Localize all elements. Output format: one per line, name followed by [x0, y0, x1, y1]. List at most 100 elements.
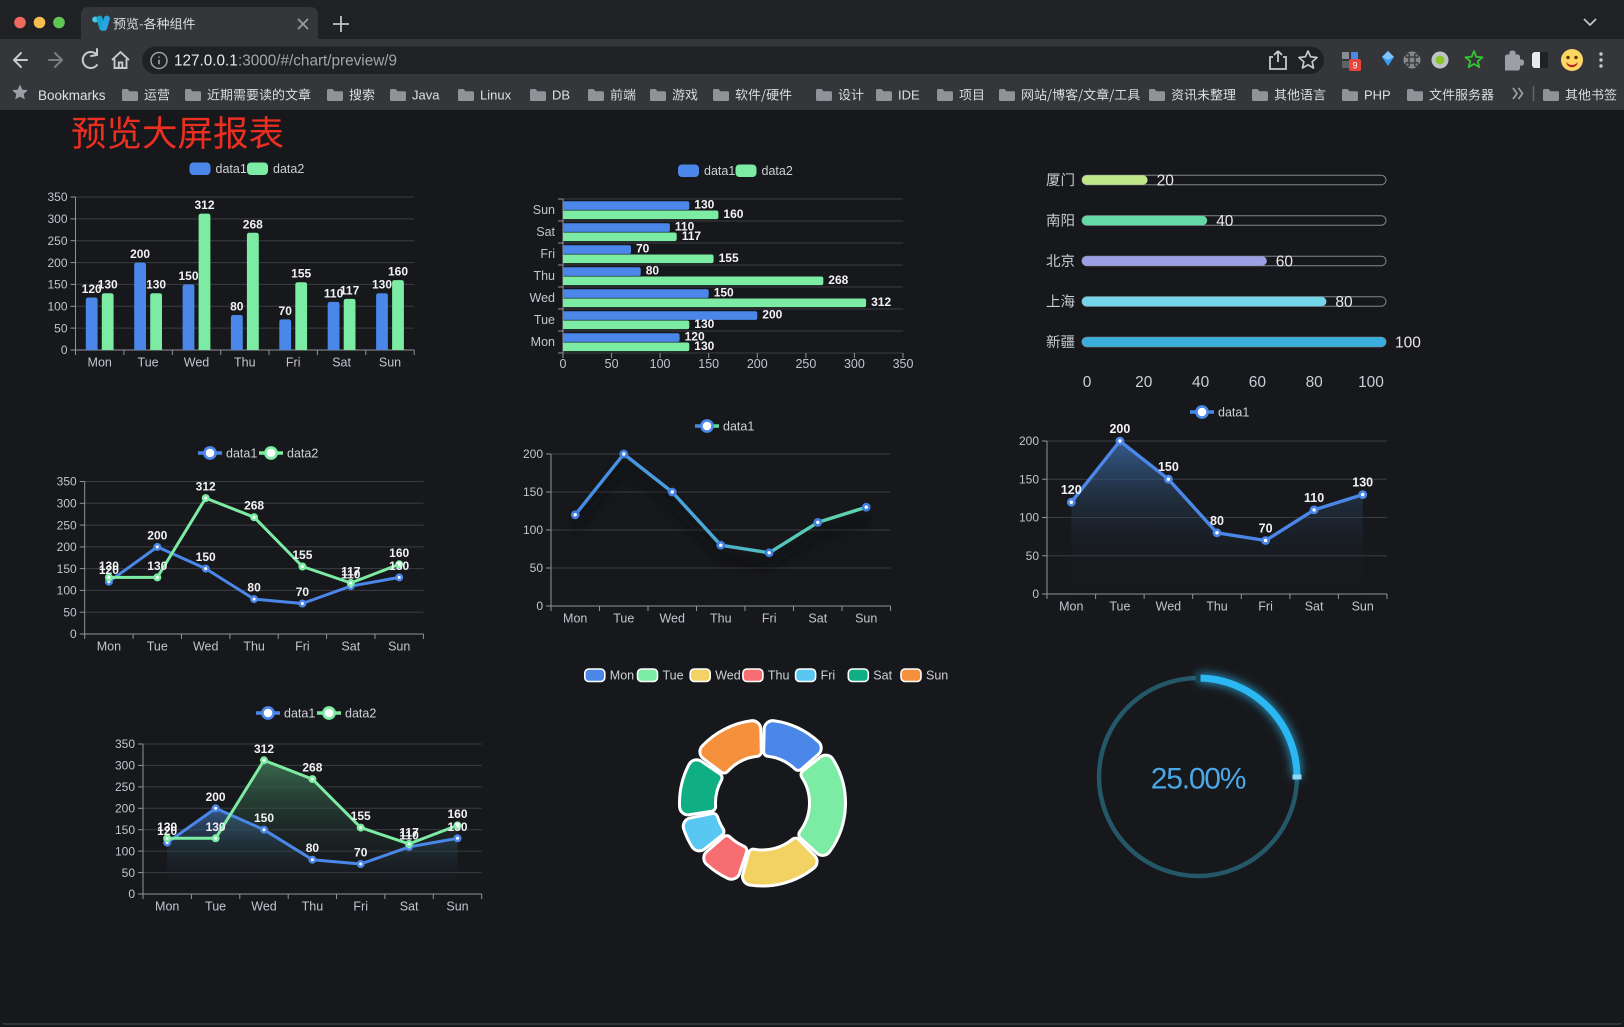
- svg-text:50: 50: [63, 605, 77, 619]
- svg-text:200: 200: [57, 540, 77, 554]
- svg-text:120: 120: [82, 282, 102, 296]
- svg-text:117: 117: [399, 825, 419, 839]
- svg-text:300: 300: [115, 759, 135, 773]
- svg-text:data1: data1: [704, 164, 735, 178]
- svg-text:100: 100: [1358, 374, 1384, 391]
- svg-text:0: 0: [536, 599, 543, 613]
- svg-text:268: 268: [243, 217, 263, 231]
- svg-text:160: 160: [447, 807, 467, 821]
- svg-text:80: 80: [1210, 514, 1224, 528]
- svg-text:70: 70: [279, 304, 293, 318]
- svg-text:130: 130: [206, 820, 226, 834]
- svg-text:Fri: Fri: [353, 900, 368, 914]
- svg-text:200: 200: [206, 790, 226, 804]
- svg-text:312: 312: [194, 198, 214, 212]
- svg-text:Sat: Sat: [536, 225, 555, 239]
- svg-text:110: 110: [324, 286, 344, 300]
- svg-text:150: 150: [178, 269, 198, 283]
- svg-text:80: 80: [306, 841, 320, 855]
- svg-text:50: 50: [1026, 549, 1040, 563]
- svg-text:Java: Java: [412, 88, 440, 103]
- svg-text:Tue: Tue: [534, 313, 555, 327]
- svg-text:150: 150: [57, 562, 77, 576]
- svg-text:0: 0: [1032, 587, 1039, 601]
- svg-text:200: 200: [147, 528, 167, 542]
- svg-text:312: 312: [254, 742, 274, 756]
- svg-text:Linux: Linux: [480, 88, 512, 103]
- svg-text:20: 20: [1157, 173, 1175, 190]
- svg-text:Bookmarks: Bookmarks: [38, 88, 106, 103]
- svg-text:350: 350: [57, 475, 77, 489]
- svg-text:120: 120: [99, 563, 119, 577]
- svg-text:Thu: Thu: [302, 900, 324, 914]
- svg-text:110: 110: [341, 568, 361, 582]
- svg-text:130: 130: [389, 559, 409, 573]
- svg-text:50: 50: [605, 357, 619, 371]
- svg-text:70: 70: [1259, 522, 1273, 536]
- svg-text:Tue: Tue: [1109, 600, 1130, 614]
- svg-text:150: 150: [47, 278, 67, 292]
- svg-text:350: 350: [47, 190, 67, 204]
- svg-text:120: 120: [1061, 483, 1082, 497]
- svg-text:Tue: Tue: [663, 668, 684, 682]
- svg-text:Sun: Sun: [388, 640, 410, 654]
- svg-text:130: 130: [98, 278, 118, 292]
- svg-text:155: 155: [291, 267, 311, 281]
- svg-text:300: 300: [47, 212, 67, 226]
- svg-text:data1: data1: [284, 706, 315, 720]
- svg-text:300: 300: [844, 357, 865, 371]
- svg-text:130: 130: [146, 278, 166, 292]
- svg-text:312: 312: [871, 295, 891, 309]
- svg-text:160: 160: [388, 265, 408, 279]
- svg-text:130: 130: [99, 559, 119, 573]
- svg-text:117: 117: [682, 229, 702, 243]
- svg-text:Thu: Thu: [768, 668, 790, 682]
- svg-text:Thu: Thu: [243, 640, 265, 654]
- svg-text:Wed: Wed: [193, 640, 219, 654]
- svg-text:Sat: Sat: [808, 612, 827, 626]
- svg-text:25.00%: 25.00%: [1151, 763, 1246, 796]
- svg-text:155: 155: [351, 809, 371, 823]
- svg-text:312: 312: [196, 480, 216, 494]
- svg-text::3000/#/chart/preview/9: :3000/#/chart/preview/9: [238, 53, 397, 70]
- svg-text:155: 155: [719, 251, 739, 265]
- svg-text:150: 150: [1019, 472, 1039, 486]
- svg-text:data2: data2: [762, 164, 793, 178]
- svg-text:120: 120: [685, 330, 705, 344]
- svg-text:127.0.0.1: 127.0.0.1: [174, 53, 238, 70]
- svg-text:130: 130: [157, 820, 177, 834]
- svg-text:data2: data2: [345, 706, 376, 720]
- svg-text:Fri: Fri: [1258, 600, 1273, 614]
- svg-text:0: 0: [61, 343, 68, 357]
- svg-text:Sat: Sat: [332, 356, 351, 370]
- svg-text:60: 60: [1249, 374, 1267, 391]
- svg-text:130: 130: [1352, 476, 1373, 490]
- svg-text:Thu: Thu: [1206, 600, 1228, 614]
- svg-text:130: 130: [147, 559, 167, 573]
- svg-text:250: 250: [47, 234, 67, 248]
- svg-text:data2: data2: [273, 162, 304, 176]
- svg-text:100: 100: [1019, 511, 1039, 525]
- svg-text:150: 150: [254, 811, 274, 825]
- svg-text:150: 150: [714, 286, 734, 300]
- svg-text:110: 110: [399, 828, 419, 842]
- svg-text:Sun: Sun: [533, 203, 555, 217]
- svg-text:200: 200: [747, 357, 768, 371]
- svg-text:Wed: Wed: [251, 900, 277, 914]
- svg-text:Mon: Mon: [563, 612, 587, 626]
- svg-text:250: 250: [57, 518, 77, 532]
- svg-text:Mon: Mon: [610, 668, 634, 682]
- svg-text:268: 268: [302, 761, 322, 775]
- svg-text:50: 50: [530, 561, 544, 575]
- svg-text:Thu: Thu: [533, 269, 555, 283]
- svg-text:100: 100: [47, 300, 67, 314]
- svg-text:300: 300: [57, 497, 77, 511]
- svg-text:Mon: Mon: [531, 335, 555, 349]
- svg-text:Thu: Thu: [710, 612, 732, 626]
- svg-text:Wed: Wed: [530, 291, 556, 305]
- svg-text:200: 200: [47, 256, 67, 270]
- svg-text:100: 100: [1395, 335, 1421, 352]
- svg-text:IDE: IDE: [898, 88, 920, 103]
- svg-text:80: 80: [1335, 294, 1353, 311]
- svg-text:60: 60: [1276, 254, 1294, 271]
